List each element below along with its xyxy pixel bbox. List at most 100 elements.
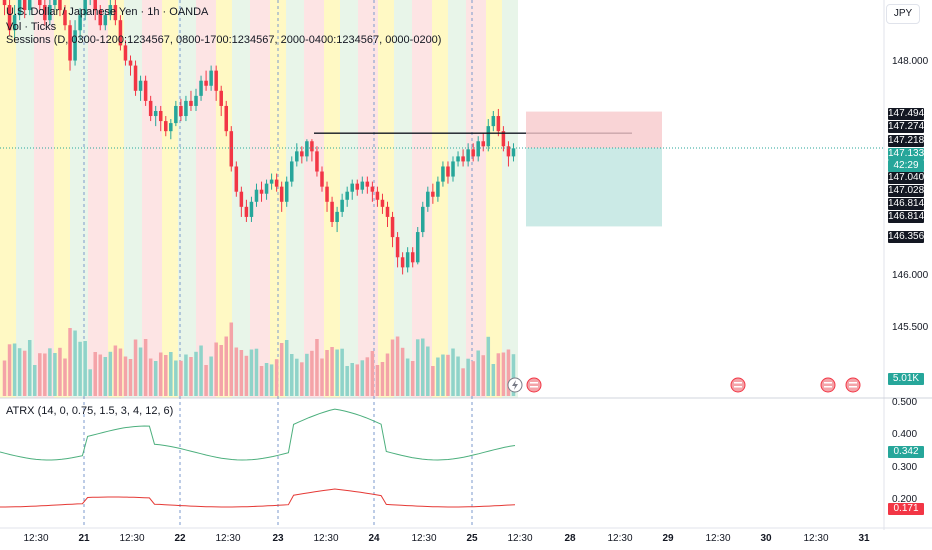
candle-body [289, 161, 294, 182]
candle-body [436, 181, 440, 197]
volume-bar [78, 341, 82, 396]
volume-bar [48, 348, 52, 396]
candle-body [199, 80, 203, 96]
session-band [70, 0, 88, 398]
time-axis-label: 12:30 [215, 533, 241, 544]
volume-bar [335, 349, 339, 396]
volume-bar [410, 361, 415, 396]
candle-body [48, 5, 52, 21]
candle-body [461, 156, 465, 162]
candle-body [360, 181, 365, 190]
candle-body [310, 141, 314, 152]
candle-body [164, 121, 168, 132]
volume-bar [108, 351, 113, 396]
candle-body [410, 252, 415, 263]
volume-bar [415, 339, 420, 396]
candle-body [264, 183, 269, 194]
candle-body [108, 5, 113, 16]
volume-bar [164, 355, 168, 396]
session-band [486, 0, 502, 398]
candle-body [169, 123, 173, 132]
volume-bar [158, 352, 163, 396]
volume-bar [219, 345, 223, 396]
session-band [378, 0, 394, 398]
take-profit-zone [526, 148, 662, 227]
candle-body [476, 141, 480, 157]
volume-legend[interactable]: Vol · Ticks [6, 21, 57, 33]
us-event-flag-icon [820, 377, 836, 393]
candle-body [254, 189, 259, 202]
flag-stripe [734, 382, 742, 384]
volume-bar [53, 353, 57, 396]
lightning-glyph [512, 380, 518, 390]
price-axis-label: 146.000 [892, 270, 929, 281]
atr-axis-label: 0.300 [892, 462, 918, 473]
volume-bar [68, 328, 72, 396]
session-band [0, 0, 16, 398]
candle-body [506, 146, 511, 157]
symbol-legend[interactable]: U.S. Dollar / Japanese Yen · 1h · OANDA [6, 6, 209, 18]
candle-body [118, 20, 123, 46]
candle-body [224, 105, 229, 132]
candle-body [390, 216, 395, 238]
candle-body [174, 105, 178, 124]
volume-bar [345, 366, 349, 396]
volume-bar [17, 348, 22, 396]
candle-body [279, 186, 284, 202]
volume-bar [7, 344, 12, 396]
volume-tag: 5.01K [888, 373, 924, 385]
volume-bar [400, 347, 405, 396]
candle-body [441, 166, 445, 182]
flag-stripe [734, 386, 742, 388]
volume-bar [426, 346, 430, 396]
candle-body [481, 141, 486, 147]
candle-body [234, 166, 239, 192]
candle-body [214, 70, 218, 91]
flag-stripe [530, 386, 538, 388]
currency-button[interactable]: JPY [886, 4, 920, 24]
candle-body [284, 181, 289, 202]
session-band [358, 0, 378, 398]
atr-axis-label: 0.400 [892, 429, 918, 440]
volume-bar [38, 353, 42, 396]
volume-bar [63, 358, 67, 396]
flag-stripe [530, 382, 538, 384]
candle-body [43, 5, 47, 21]
time-axis-label: 12:30 [119, 533, 145, 544]
session-band [250, 0, 270, 398]
volume-bar [138, 347, 143, 396]
volume-bar [461, 368, 465, 396]
time-axis-label: 30 [760, 533, 772, 544]
candle-body [93, 0, 97, 11]
volume-bar [340, 348, 344, 396]
atr-legend[interactable]: ATRX (14, 0, 0.75, 1.5, 3, 4, 12, 6) [6, 405, 174, 417]
time-axis-label: 12:30 [607, 533, 633, 544]
candle-body [315, 151, 319, 172]
volume-bar [446, 354, 450, 396]
atr-upper-line [0, 408, 516, 461]
volume-bar [355, 364, 360, 396]
session-band [286, 0, 304, 398]
volume-bar [274, 359, 279, 396]
atr-axis-label: 0.500 [892, 397, 918, 408]
session-band [16, 0, 34, 398]
sessions-legend[interactable]: Sessions (D, 0300-1200:1234567, 0800-170… [6, 34, 442, 46]
volume-bar [184, 354, 188, 396]
candle-body [239, 191, 244, 207]
candle-body [68, 25, 72, 61]
volume-bar [365, 357, 370, 396]
volume-bar [189, 357, 193, 396]
candle-body [274, 179, 279, 187]
candle-body [295, 151, 299, 162]
price-axis-background [884, 0, 932, 550]
volume-bar [370, 351, 375, 396]
volume-bar [133, 339, 138, 396]
volume-bar [123, 356, 128, 396]
candle-body [148, 100, 153, 117]
candle-body [340, 199, 344, 212]
time-axis-label: 25 [466, 533, 478, 544]
session-band [124, 0, 142, 398]
candle-body [38, 0, 42, 6]
price-axis-label: 148.000 [892, 56, 929, 67]
